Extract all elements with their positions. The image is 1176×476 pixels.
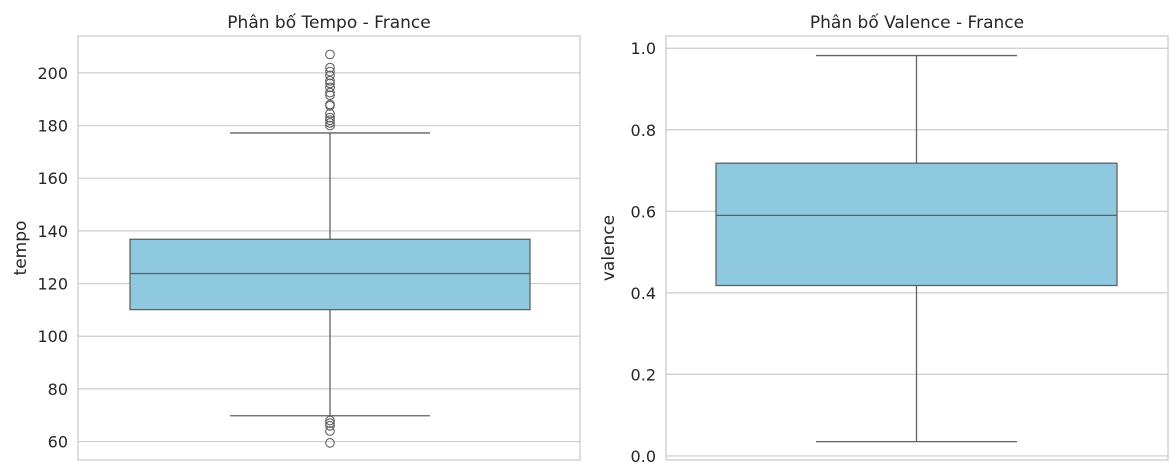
outlier-point — [325, 62, 335, 73]
tempo-boxplot-panel: 60 80 100 120 140 160 180 200 Phân bố Tempo - Fr… — [11, 12, 581, 461]
plot-frame — [77, 35, 581, 461]
y-tick-label: 0.6 — [631, 202, 656, 221]
y-axis-label: valence — [599, 215, 619, 281]
valence-boxplot-panel: 0.0 0.2 0.4 0.6 0.8 1.0 Phân bố Valence - Fran… — [599, 12, 1169, 466]
outlier-point — [325, 70, 335, 81]
outlier-point — [325, 108, 335, 119]
outlier-point — [325, 75, 335, 86]
iqr-box — [129, 238, 531, 311]
y-tick-label: 200 — [37, 64, 68, 83]
y-tick-label: 60 — [48, 433, 68, 452]
outlier-point — [325, 90, 335, 101]
plot-frame — [665, 35, 1169, 461]
y-tick-label: 100 — [37, 327, 68, 346]
outlier-point — [325, 418, 335, 428]
outlier-point — [325, 438, 335, 448]
outlier-point — [325, 426, 335, 436]
chart-title: Phân bố Valence - France — [810, 12, 1024, 33]
outlier-point — [325, 66, 335, 77]
outlier-point — [325, 112, 335, 123]
outlier-point — [325, 87, 335, 98]
y-tick-label: 0.4 — [631, 284, 656, 303]
outlier-point — [325, 82, 335, 93]
outlier-point — [325, 78, 335, 89]
outlier-point — [325, 415, 335, 426]
iqr-box — [715, 162, 1118, 287]
y-tick-label: 80 — [48, 380, 68, 399]
outlier-point — [325, 115, 335, 126]
chart-title: Phân bố Tempo - France — [227, 12, 430, 33]
outlier-point — [325, 99, 335, 110]
outlier-point — [325, 118, 335, 128]
y-tick-label: 0.0 — [631, 447, 656, 466]
y-tick-label: 180 — [37, 117, 68, 136]
y-tick-label: 140 — [37, 222, 68, 241]
outlier-point — [325, 49, 335, 60]
y-tick-label: 120 — [37, 275, 68, 294]
y-tick-label: 1.0 — [631, 39, 656, 58]
outlier-point — [325, 120, 335, 131]
y-tick-label: 0.8 — [631, 121, 656, 140]
y-axis-label: tempo — [11, 221, 31, 276]
y-tick-label: 0.2 — [631, 365, 656, 384]
y-tick-label: 160 — [37, 169, 68, 188]
outlier-point — [325, 420, 335, 431]
